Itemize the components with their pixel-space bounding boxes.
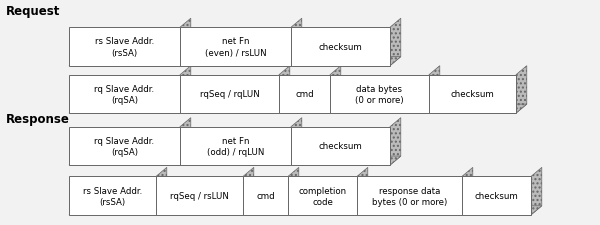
Polygon shape xyxy=(279,66,290,114)
Polygon shape xyxy=(390,19,401,66)
Text: rqSeq / rqLUN: rqSeq / rqLUN xyxy=(200,90,259,99)
Polygon shape xyxy=(156,206,254,215)
Polygon shape xyxy=(462,168,473,215)
FancyBboxPatch shape xyxy=(357,177,462,215)
FancyBboxPatch shape xyxy=(69,177,156,215)
Text: rq Slave Addr.
(rqSA): rq Slave Addr. (rqSA) xyxy=(94,136,155,156)
Polygon shape xyxy=(69,156,191,165)
Polygon shape xyxy=(288,168,299,215)
Polygon shape xyxy=(288,206,368,215)
Text: net Fn
(odd) / rqLUN: net Fn (odd) / rqLUN xyxy=(207,136,264,156)
Polygon shape xyxy=(180,156,302,165)
FancyBboxPatch shape xyxy=(330,75,429,114)
FancyBboxPatch shape xyxy=(462,177,531,215)
Polygon shape xyxy=(516,66,527,114)
FancyBboxPatch shape xyxy=(291,127,390,165)
FancyBboxPatch shape xyxy=(69,127,180,165)
FancyBboxPatch shape xyxy=(279,75,330,114)
FancyBboxPatch shape xyxy=(180,75,279,114)
Text: rq Slave Addr.
(rqSA): rq Slave Addr. (rqSA) xyxy=(94,85,155,104)
FancyBboxPatch shape xyxy=(429,75,516,114)
FancyBboxPatch shape xyxy=(180,28,291,66)
Polygon shape xyxy=(291,118,302,165)
Polygon shape xyxy=(279,105,341,114)
Text: Request: Request xyxy=(6,4,61,18)
Polygon shape xyxy=(291,57,401,66)
Text: rs Slave Addr.
(rsSA): rs Slave Addr. (rsSA) xyxy=(83,186,142,206)
Polygon shape xyxy=(180,105,290,114)
FancyBboxPatch shape xyxy=(243,177,288,215)
Text: checksum: checksum xyxy=(451,90,494,99)
Polygon shape xyxy=(330,66,341,114)
Polygon shape xyxy=(180,19,191,66)
Polygon shape xyxy=(156,168,167,215)
FancyBboxPatch shape xyxy=(69,28,180,66)
Polygon shape xyxy=(429,66,440,114)
Text: checksum: checksum xyxy=(475,191,518,200)
Polygon shape xyxy=(180,66,191,114)
Text: completion
code: completion code xyxy=(298,186,347,206)
Text: cmd: cmd xyxy=(256,191,275,200)
Polygon shape xyxy=(531,168,542,215)
FancyBboxPatch shape xyxy=(156,177,243,215)
Polygon shape xyxy=(390,118,401,165)
Polygon shape xyxy=(357,168,368,215)
Text: cmd: cmd xyxy=(295,90,314,99)
Polygon shape xyxy=(357,206,473,215)
Polygon shape xyxy=(243,206,299,215)
Polygon shape xyxy=(180,57,302,66)
FancyBboxPatch shape xyxy=(69,75,180,114)
Polygon shape xyxy=(330,105,440,114)
Polygon shape xyxy=(69,57,191,66)
Text: response data
bytes (0 or more): response data bytes (0 or more) xyxy=(372,186,447,206)
Polygon shape xyxy=(291,156,401,165)
Text: net Fn
(even) / rsLUN: net Fn (even) / rsLUN xyxy=(205,37,266,57)
Polygon shape xyxy=(243,168,254,215)
Text: data bytes
(0 or more): data bytes (0 or more) xyxy=(355,85,404,104)
Polygon shape xyxy=(180,118,191,165)
FancyBboxPatch shape xyxy=(291,28,390,66)
Text: Response: Response xyxy=(6,112,70,126)
Text: rqSeq / rsLUN: rqSeq / rsLUN xyxy=(170,191,229,200)
Polygon shape xyxy=(69,206,167,215)
Text: rs Slave Addr.
(rsSA): rs Slave Addr. (rsSA) xyxy=(95,37,154,57)
Polygon shape xyxy=(291,19,302,66)
Polygon shape xyxy=(69,105,191,114)
Polygon shape xyxy=(429,105,527,114)
FancyBboxPatch shape xyxy=(288,177,357,215)
Text: checksum: checksum xyxy=(319,142,362,151)
Polygon shape xyxy=(462,206,542,215)
FancyBboxPatch shape xyxy=(180,127,291,165)
Text: checksum: checksum xyxy=(319,43,362,52)
